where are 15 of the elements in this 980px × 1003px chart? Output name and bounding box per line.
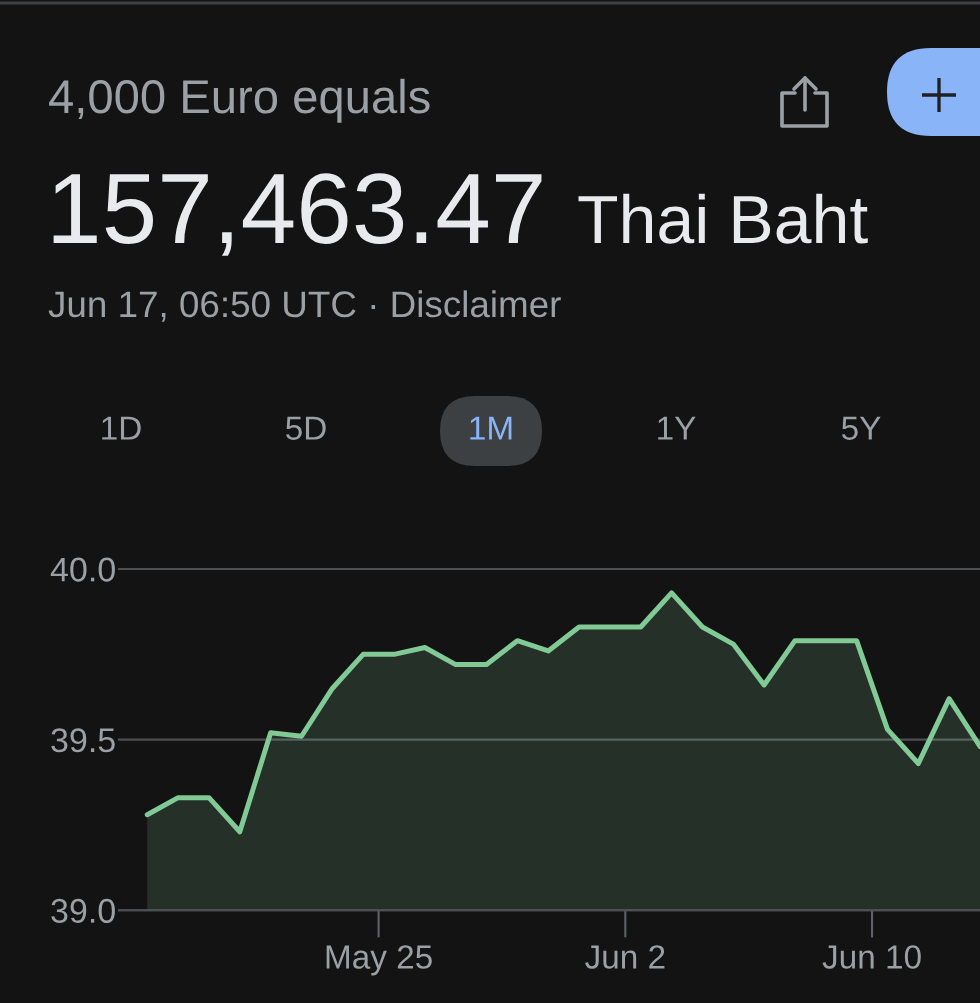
y-tick-label: 40.0 bbox=[50, 557, 115, 582]
chart-title: 4,000 Euro equals bbox=[49, 78, 430, 123]
text: 1Y bbox=[658, 416, 696, 440]
x-tick-label: Jun 10 bbox=[822, 945, 921, 969]
text: 1M bbox=[470, 416, 512, 440]
text: 1D bbox=[102, 416, 141, 440]
text: 157,463.47 bbox=[53, 173, 542, 256]
text: Thai Baht bbox=[578, 193, 868, 244]
x-tick-label: May 25 bbox=[326, 945, 432, 976]
y-tick-label: 39.5 bbox=[51, 728, 115, 753]
text: 5Y bbox=[841, 416, 881, 440]
chart-subtitle: Jun 17, 06:50 UTC · Disclaimer bbox=[48, 290, 561, 322]
y-tick-label: 39.0 bbox=[51, 898, 115, 923]
text: 5D bbox=[286, 416, 326, 440]
x-tick-label: Jun 2 bbox=[585, 945, 665, 969]
